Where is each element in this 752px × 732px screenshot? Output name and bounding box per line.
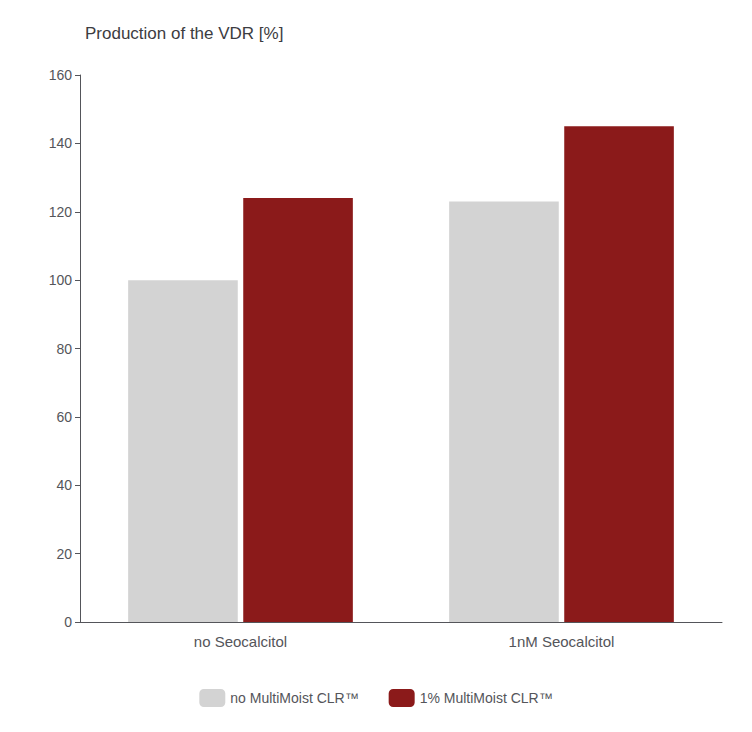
svg-text:100: 100 xyxy=(49,272,73,288)
svg-text:20: 20 xyxy=(56,546,72,562)
svg-text:120: 120 xyxy=(49,204,73,220)
svg-text:Production of the VDR [%]: Production of the VDR [%] xyxy=(85,24,283,43)
svg-text:140: 140 xyxy=(49,135,73,151)
svg-text:80: 80 xyxy=(56,341,72,357)
svg-text:60: 60 xyxy=(56,409,72,425)
svg-text:1% MultiMoist CLR™: 1% MultiMoist CLR™ xyxy=(420,690,553,706)
svg-text:1nM Seocalcitol: 1nM Seocalcitol xyxy=(509,633,615,650)
svg-text:no Seocalcitol: no Seocalcitol xyxy=(194,633,287,650)
svg-text:no MultiMoist CLR™: no MultiMoist CLR™ xyxy=(230,690,358,706)
svg-text:0: 0 xyxy=(64,614,72,630)
svg-text:160: 160 xyxy=(49,67,73,83)
svg-text:40: 40 xyxy=(56,477,72,493)
